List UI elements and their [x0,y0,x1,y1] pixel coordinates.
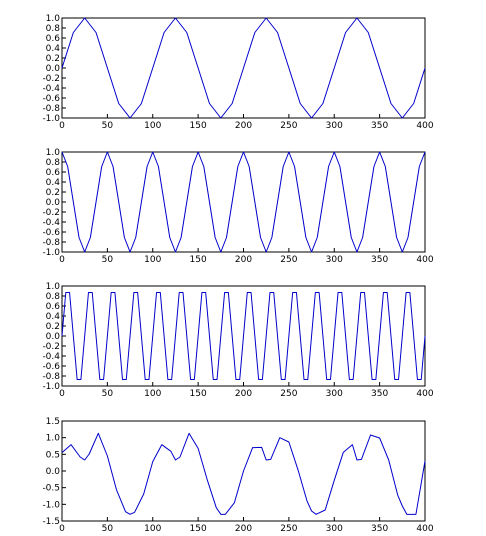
y-tick-label-1-6: 0.2 [46,54,60,64]
x-tick-label-3-8: 400 [416,389,433,399]
y-tick-label-2-0: -1.0 [42,248,60,258]
x-tick-label-3-7: 350 [371,389,388,399]
x-tick-label-4-7: 350 [371,524,388,534]
y-tick-label-2-1: -0.8 [42,238,60,248]
x-tick-label-2-3: 150 [190,255,207,265]
x-tick-label-3-6: 300 [326,389,343,399]
x-tick-label-3-2: 100 [144,389,161,399]
x-tick-label-1-4: 200 [235,121,252,131]
y-tick-label-3-6: 0.2 [46,322,60,332]
x-tick-label-1-3: 150 [190,121,207,131]
y-tick-label-2-3: -0.4 [42,218,60,228]
plot-frame-2 [61,151,426,253]
y-tick-label-1-10: 1.0 [46,14,61,24]
y-tick-label-3-2: -0.6 [42,362,60,372]
y-tick-label-4-6: 1.5 [46,417,60,427]
y-tick-label-3-9: 0.8 [46,292,61,302]
y-tick-label-1-7: 0.4 [46,44,61,54]
y-tick-label-2-9: 0.8 [46,158,61,168]
y-tick-label-4-1: -1.0 [42,500,60,510]
y-tick-label-4-3: 0.0 [46,467,61,477]
y-tick-label-4-2: -0.5 [42,484,60,494]
y-tick-label-2-8: 0.6 [46,168,61,178]
y-tick-label-2-7: 0.4 [46,178,61,188]
subplot-4: 0 50 100 150 200 250 300 350 400 -1.5 -1.0 -0.5 0.0 0… [42,417,433,534]
x-tick-label-3-4: 200 [235,389,252,399]
x-tick-label-2-1: 50 [102,255,114,265]
y-tick-label-1-0: -1.0 [42,114,60,124]
y-tick-label-4-0: -1.5 [42,517,60,527]
x-tick-label-4-0: 0 [59,524,65,534]
y-tick-label-3-0: -1.0 [42,382,60,392]
y-tick-label-3-7: 0.4 [46,312,61,322]
y-tick-label-3-8: 0.6 [46,302,61,312]
x-tick-label-2-0: 0 [59,255,65,265]
x-tick-label-4-1: 50 [102,524,114,534]
x-tick-label-2-2: 100 [144,255,161,265]
y-tick-label-3-5: 0.0 [46,332,61,342]
y-tick-label-1-3: -0.4 [42,84,60,94]
x-tick-label-3-1: 50 [102,389,114,399]
x-tick-label-4-4: 200 [235,524,252,534]
x-tick-label-1-1: 50 [102,121,114,131]
x-tick-label-2-4: 200 [235,255,252,265]
x-tick-label-4-5: 250 [280,524,297,534]
x-tick-label-2-8: 400 [416,255,433,265]
subplot-3: 0 50 100 150 200 250 300 350 400 -1.0-0.8-0.6-0.4… [42,282,433,399]
x-tick-label-4-3: 150 [190,524,207,534]
y-tick-label-3-4: -0.2 [42,342,60,352]
x-tick-label-4-8: 400 [416,524,433,534]
series-line-1-1 [61,17,426,119]
y-tick-label-1-5: 0.0 [46,64,61,74]
x-tick-label-2-5: 250 [280,255,297,265]
x-tick-label-1-7: 350 [371,121,388,131]
y-tick-label-3-10: 1.0 [46,282,61,292]
y-tick-label-1-2: -0.6 [42,94,60,104]
x-tick-label-3-5: 250 [280,389,297,399]
y-tick-label-2-10: 1.0 [46,148,61,158]
x-tick-label-1-8: 400 [416,121,433,131]
x-tick-label-1-2: 100 [144,121,161,131]
subplot-2: 0 50 100 150 200 250 300 350 400 -1.0-0.8-0.6-0.4… [42,148,433,265]
x-tick-label-2-6: 300 [326,255,343,265]
y-tick-label-1-1: -0.8 [42,104,60,114]
y-tick-label-2-2: -0.6 [42,228,60,238]
x-tick-label-1-6: 300 [326,121,343,131]
x-tick-label-2-7: 350 [371,255,388,265]
y-tick-label-3-3: -0.4 [42,352,60,362]
x-tick-label-3-3: 150 [190,389,207,399]
x-tick-label-1-5: 250 [280,121,297,131]
subplot-1: 0 50 100 150 200 250 300 350 400 -1.0-0.8-0.6-0.4… [42,14,433,131]
y-tick-label-2-6: 0.2 [46,188,60,198]
series-line-3-1 [61,292,426,380]
y-tick-label-1-8: 0.6 [46,34,61,44]
y-tick-label-2-5: 0.0 [46,198,61,208]
x-tick-label-1-0: 0 [59,121,65,131]
y-tick-label-4-5: 1.0 [46,434,61,444]
y-tick-label-2-4: -0.2 [42,208,60,218]
y-tick-label-1-9: 0.8 [46,24,61,34]
y-tick-label-4-4: 0.5 [46,450,60,460]
x-tick-label-4-2: 100 [144,524,161,534]
y-tick-label-3-1: -0.8 [42,372,60,382]
x-tick-label-3-0: 0 [59,389,65,399]
x-tick-label-4-6: 300 [326,524,343,534]
series-line-2-1 [61,151,426,253]
series-line-4-1 [61,432,426,515]
y-tick-label-1-4: -0.2 [42,74,60,84]
